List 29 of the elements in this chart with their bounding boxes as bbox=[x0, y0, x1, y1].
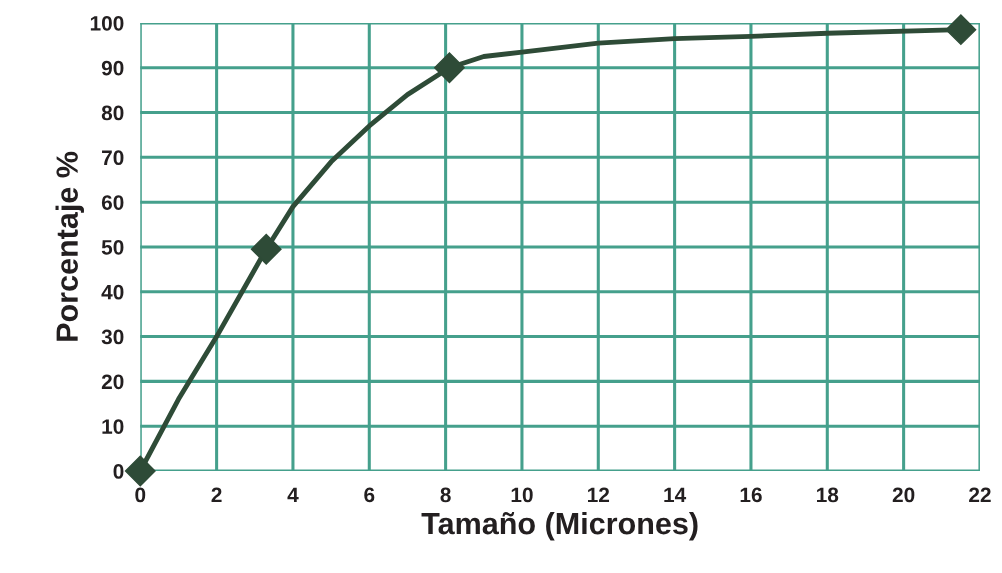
x-tick-label: 10 bbox=[511, 487, 533, 503]
y-tick-label: 80 bbox=[101, 105, 124, 121]
x-tick-label: 6 bbox=[364, 487, 375, 503]
point bbox=[250, 233, 282, 265]
x-axis-title: Tamaño (Micrones) bbox=[421, 511, 698, 541]
x-tick-label: 22 bbox=[969, 487, 991, 503]
x-tick-label: 18 bbox=[817, 487, 839, 503]
point bbox=[124, 455, 156, 487]
x-tick-label: 8 bbox=[440, 487, 451, 503]
y-tick-label: 90 bbox=[101, 60, 124, 76]
y-tick-label: 30 bbox=[101, 329, 124, 345]
x-tick-label: 16 bbox=[740, 487, 762, 503]
x-tick-label: 2 bbox=[211, 487, 222, 503]
y-tick-label: 20 bbox=[101, 374, 124, 390]
x-tick-label: 20 bbox=[892, 487, 915, 503]
point bbox=[434, 52, 465, 84]
y-tick-label: 40 bbox=[101, 284, 124, 300]
y-tick-label: 10 bbox=[102, 419, 124, 434]
y-axis-title: Porcentaje % bbox=[55, 151, 84, 341]
y-tick-label: 70 bbox=[102, 150, 124, 166]
y-tick-label: 100 bbox=[90, 15, 124, 31]
y-tick-label: 50 bbox=[101, 239, 124, 255]
x-tick-label: 12 bbox=[588, 487, 610, 503]
point bbox=[945, 14, 977, 46]
x-tick-label: 14 bbox=[664, 487, 687, 503]
y-tick-label: 60 bbox=[101, 195, 124, 210]
y-tick-label: 0 bbox=[113, 464, 124, 479]
x-tick-label: 4 bbox=[287, 487, 299, 503]
x-tick-label: 0 bbox=[135, 487, 146, 503]
